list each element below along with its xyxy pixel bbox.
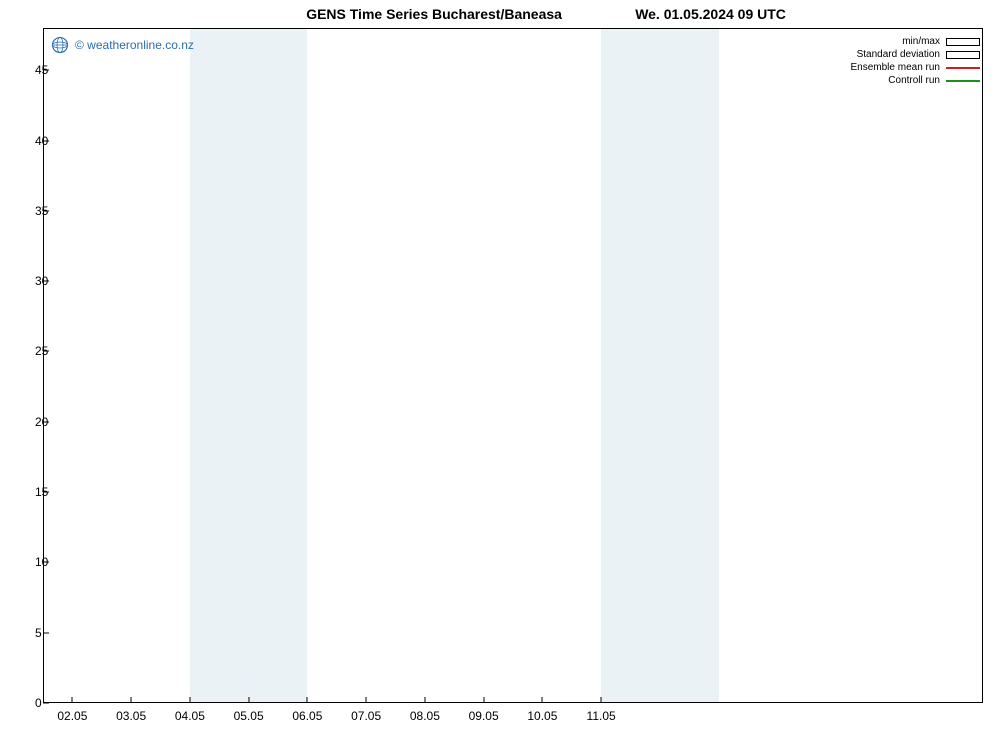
xtick-label: 11.05 <box>587 703 616 723</box>
weekend-band <box>601 28 719 703</box>
legend-label: Ensemble mean run <box>851 62 941 73</box>
ytick-label: 25 <box>35 344 43 358</box>
weekend-band <box>190 28 308 703</box>
ytick-label: 5 <box>35 626 43 640</box>
legend-swatch <box>946 76 980 86</box>
legend-swatch <box>946 50 980 60</box>
ytick-label: 30 <box>35 274 43 288</box>
ytick-label: 15 <box>35 485 43 499</box>
ytick-mark <box>43 632 49 633</box>
xtick-label: 08.05 <box>410 703 440 723</box>
legend-item: min/max <box>902 36 980 47</box>
ytick-label: 45 <box>35 63 43 77</box>
xtick-label: 06.05 <box>292 703 322 723</box>
xtick-label: 03.05 <box>116 703 146 723</box>
plot-border <box>43 28 983 703</box>
legend-item: Ensemble mean run <box>851 62 981 73</box>
legend-label: Controll run <box>888 75 940 86</box>
ytick-label: 10 <box>35 555 43 569</box>
xtick-label: 07.05 <box>351 703 381 723</box>
legend-swatch <box>946 63 980 73</box>
chart-title-left: GENS Time Series Bucharest/Baneasa <box>306 6 562 22</box>
watermark-text: © weatheronline.co.nz <box>75 38 194 52</box>
legend-item: Standard deviation <box>857 49 980 60</box>
legend-item: Controll run <box>888 75 980 86</box>
ytick-label: 35 <box>35 204 43 218</box>
xtick-label: 10.05 <box>527 703 557 723</box>
ytick-label: 0 <box>35 696 43 710</box>
globe-icon <box>51 36 69 54</box>
xtick-label: 04.05 <box>175 703 205 723</box>
legend: min/max Standard deviation Ensemble mean r… <box>851 36 981 86</box>
ytick-mark <box>43 703 49 704</box>
watermark: © weatheronline.co.nz <box>51 36 194 54</box>
xtick-label: 02.05 <box>57 703 87 723</box>
legend-label: min/max <box>902 36 940 47</box>
chart-container: GENS Time Series Bucharest/Baneasa We. 0… <box>0 0 1000 733</box>
xtick-label: 05.05 <box>234 703 264 723</box>
xtick-label: 09.05 <box>469 703 499 723</box>
chart-title-right: We. 01.05.2024 09 UTC <box>635 6 786 22</box>
legend-swatch <box>946 37 980 47</box>
ytick-label: 40 <box>35 134 43 148</box>
plot-area: © weatheronline.co.nz <box>43 28 983 703</box>
ytick-label: 20 <box>35 415 43 429</box>
legend-label: Standard deviation <box>857 49 940 60</box>
